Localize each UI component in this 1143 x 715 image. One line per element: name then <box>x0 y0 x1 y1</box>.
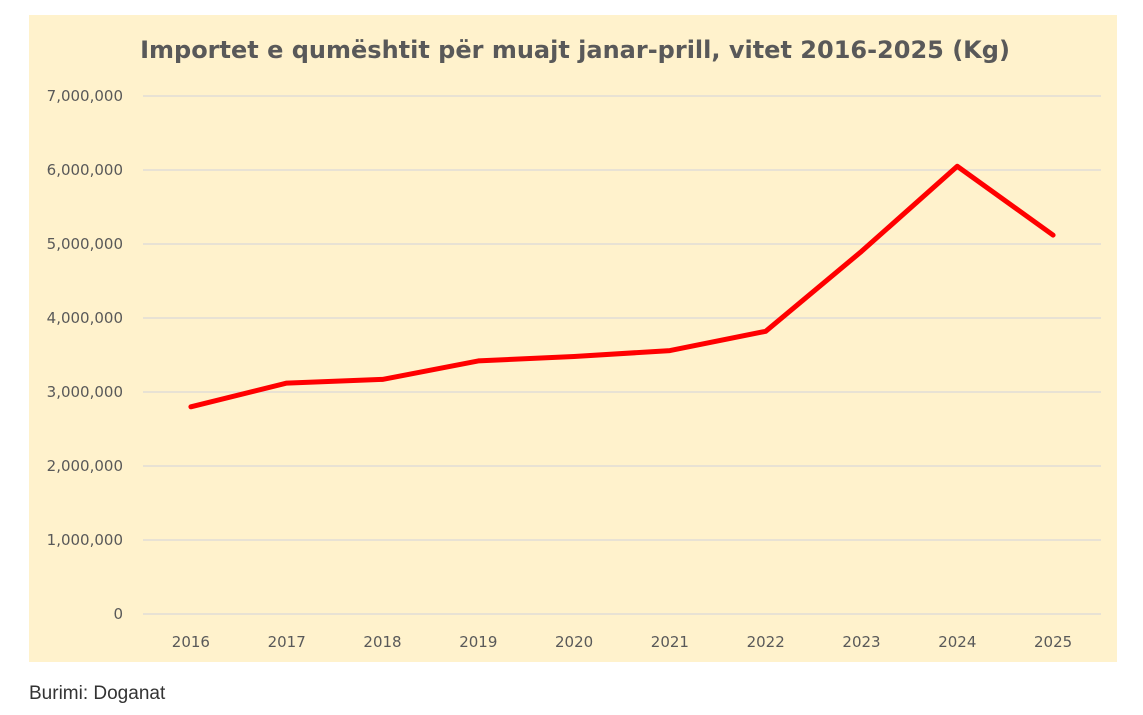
x-tick-label: 2021 <box>651 633 689 651</box>
y-tick-label: 2,000,000 <box>47 457 123 475</box>
chart-title: Importet e qumështit për muajt janar-pri… <box>140 36 1010 64</box>
x-tick-label: 2018 <box>363 633 401 651</box>
source-caption: Burimi: Doganat <box>29 683 166 704</box>
x-tick-label: 2019 <box>459 633 497 651</box>
x-tick-label: 2024 <box>938 633 976 651</box>
y-tick-label: 1,000,000 <box>47 531 123 549</box>
x-tick-label: 2023 <box>842 633 880 651</box>
x-tick-label: 2016 <box>172 633 210 651</box>
x-tick-label: 2025 <box>1034 633 1072 651</box>
x-tick-label: 2017 <box>268 633 306 651</box>
chart-panel: Importet e qumështit për muajt janar-pri… <box>29 15 1117 662</box>
y-tick-label: 4,000,000 <box>47 309 123 327</box>
x-tick-label: 2022 <box>747 633 785 651</box>
gridlines <box>143 95 1101 615</box>
y-tick-label: 6,000,000 <box>47 161 123 179</box>
y-tick-label: 5,000,000 <box>47 235 123 253</box>
series-layer <box>188 163 1056 410</box>
y-axis-tick-labels: 0 1,000,000 2,000,000 3,000,000 4,000,000 5,0… <box>47 87 123 623</box>
x-axis-tick-labels: 2016 2017 2018 2019 2020 2021 2022 2023 2024 2025 <box>172 633 1072 651</box>
line-chart: Importet e qumështit për muajt janar-pri… <box>29 15 1117 662</box>
series-line <box>188 163 1056 410</box>
y-tick-label: 0 <box>113 605 123 623</box>
y-tick-label: 3,000,000 <box>47 383 123 401</box>
chart-background <box>29 15 1117 662</box>
y-tick-label: 7,000,000 <box>47 87 123 105</box>
x-tick-label: 2020 <box>555 633 593 651</box>
